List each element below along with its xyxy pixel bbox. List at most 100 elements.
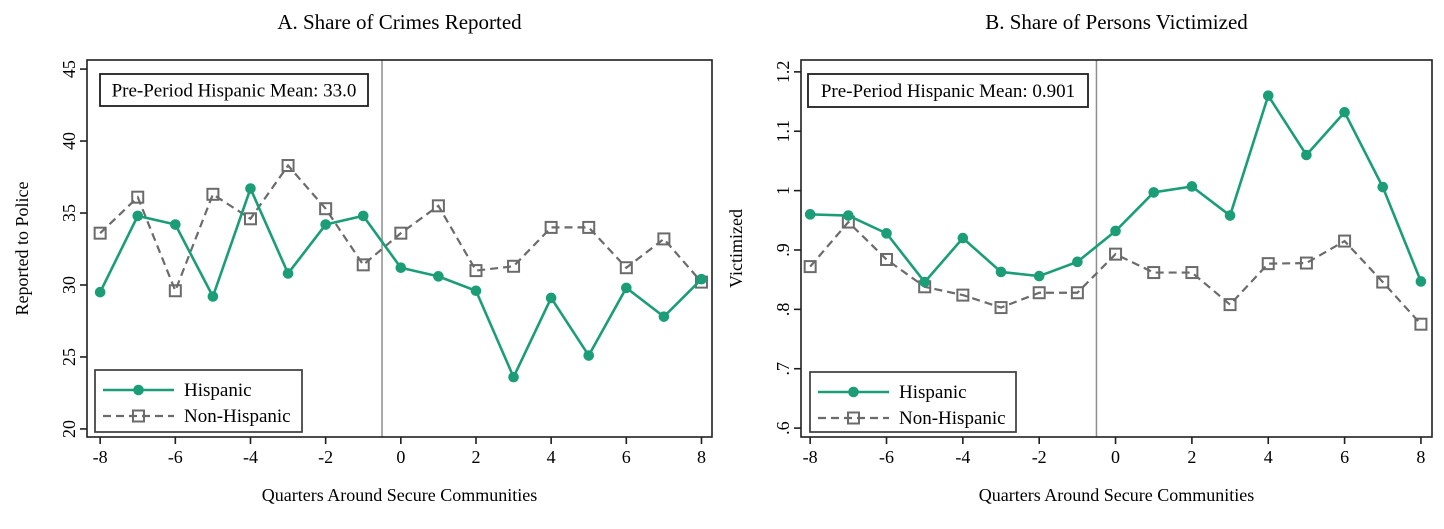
x-tick-label: -6 <box>879 447 894 467</box>
marker-square <box>994 301 1008 315</box>
marker-circle <box>433 271 444 282</box>
marker-circle <box>170 219 181 230</box>
marker-circle <box>357 210 369 222</box>
marker-circle <box>583 350 595 361</box>
marker-circle <box>919 276 930 288</box>
marker-square <box>1185 266 1199 280</box>
marker-square <box>1032 286 1046 300</box>
marker-circle <box>804 209 816 220</box>
legend-marker-square <box>847 411 860 425</box>
y-axis: .6 .7 .8 .9 1 1.1 1.2 <box>773 61 801 435</box>
y-tick-label: .7 <box>773 362 793 376</box>
marker-circle <box>1072 256 1083 268</box>
x-axis: -8 -6 -4 -2 0 2 4 6 8 <box>803 437 1425 467</box>
annotation: Pre-Period Hispanic Mean: 0.901 <box>807 73 1089 108</box>
marker-square <box>1414 317 1428 331</box>
marker-circle <box>995 266 1007 278</box>
x-tick-label: 6 <box>622 447 631 467</box>
marker-square <box>1299 256 1313 270</box>
legend: Hispanic Non-Hispanic <box>94 369 303 433</box>
marker-circle <box>94 286 106 298</box>
x-tick-label: 8 <box>697 447 706 467</box>
panel-a-chart: A. Share of Crimes Reported202530354045-… <box>12 10 713 505</box>
plot-frame <box>800 59 1433 438</box>
y-tick-label: 45 <box>59 60 79 78</box>
x-tick-label: 0 <box>1111 447 1120 467</box>
y-tick-label: 20 <box>59 420 79 438</box>
marker-square <box>431 199 445 213</box>
legend-label: Hispanic <box>184 380 252 401</box>
marker-circle <box>207 291 219 302</box>
marker-square <box>206 187 220 201</box>
marker-square <box>356 258 370 272</box>
legend-label: Non-Hispanic <box>184 406 291 427</box>
legend-marker-circle <box>133 384 144 396</box>
y-axis-label: Victimized <box>726 209 746 288</box>
marker-square <box>507 259 521 273</box>
legend: Hispanic Non-Hispanic <box>809 371 1017 433</box>
marker-square <box>1223 298 1237 312</box>
marker-circle <box>1339 106 1350 118</box>
marker-square <box>168 284 182 298</box>
marker-circle <box>1186 181 1198 192</box>
x-tick-label: -4 <box>955 447 970 467</box>
x-tick-label: 4 <box>547 447 556 467</box>
marker-square <box>657 232 671 246</box>
x-tick-label: 0 <box>396 447 405 467</box>
legend-marker-square <box>132 409 145 423</box>
marker-square <box>582 220 596 234</box>
y-tick-label: .8 <box>773 303 793 317</box>
marker-circle <box>696 273 707 285</box>
marker-circle <box>957 232 969 244</box>
marker-square <box>619 261 633 275</box>
x-tick-label: 2 <box>1187 447 1196 467</box>
marker-circle <box>1110 225 1121 237</box>
marker-square <box>243 212 257 226</box>
marker-circle <box>320 219 331 230</box>
series-non-hispanic <box>803 215 1428 331</box>
legend-label: Hispanic <box>899 382 967 403</box>
x-tick-label: 8 <box>1416 447 1425 467</box>
y-tick-label: 40 <box>59 132 79 150</box>
marker-square <box>1376 275 1390 289</box>
x-tick-label: -8 <box>803 447 818 467</box>
marker-square <box>803 260 817 274</box>
y-tick-label: .6 <box>773 421 793 435</box>
y-tick-label: 25 <box>59 348 79 366</box>
y-tick-label: 1.2 <box>773 61 793 84</box>
panel-b: B. Share of Persons Victimized .6 .7 .8 .9 1 1… <box>722 0 1444 529</box>
y-axis-label: Reported to Police <box>12 182 32 316</box>
marker-circle <box>132 210 144 222</box>
marker-circle <box>1148 187 1160 198</box>
legend-label: Non-Hispanic <box>899 408 1006 429</box>
marker-circle <box>1301 149 1312 161</box>
marker-circle <box>1224 210 1236 221</box>
marker-square <box>394 226 408 240</box>
panel-b-chart: B. Share of Persons Victimized .6 .7 .8 .9 1 1… <box>726 10 1433 505</box>
marker-square <box>319 202 333 216</box>
x-axis-label: Quarters Around Secure Communities <box>262 485 537 505</box>
x-axis: -8 -6 -4 -2 0 2 4 6 8 <box>93 437 706 467</box>
marker-square <box>1261 257 1275 271</box>
marker-square <box>956 288 970 302</box>
marker-circle <box>658 311 670 322</box>
marker-circle <box>1262 90 1274 101</box>
marker-square <box>1109 247 1123 261</box>
marker-square <box>1070 286 1084 300</box>
y-axis: 20 25 30 35 40 45 <box>59 60 87 438</box>
y-tick-label: 1 <box>773 186 793 195</box>
annotation: Pre-Period Hispanic Mean: 33.0 <box>99 73 369 107</box>
marker-square <box>93 226 107 240</box>
marker-circle <box>395 262 407 274</box>
x-axis-label: Quarters Around Secure Communities <box>979 485 1254 505</box>
series-hispanic <box>804 90 1427 288</box>
marker-square <box>1338 234 1352 248</box>
annotation-box <box>807 73 1089 108</box>
marker-circle <box>1377 181 1389 193</box>
series-line <box>809 220 1422 325</box>
x-tick-label: -4 <box>243 447 258 467</box>
series-line <box>99 163 703 294</box>
y-tick-label: 30 <box>59 276 79 294</box>
x-tick-label: 2 <box>471 447 480 467</box>
